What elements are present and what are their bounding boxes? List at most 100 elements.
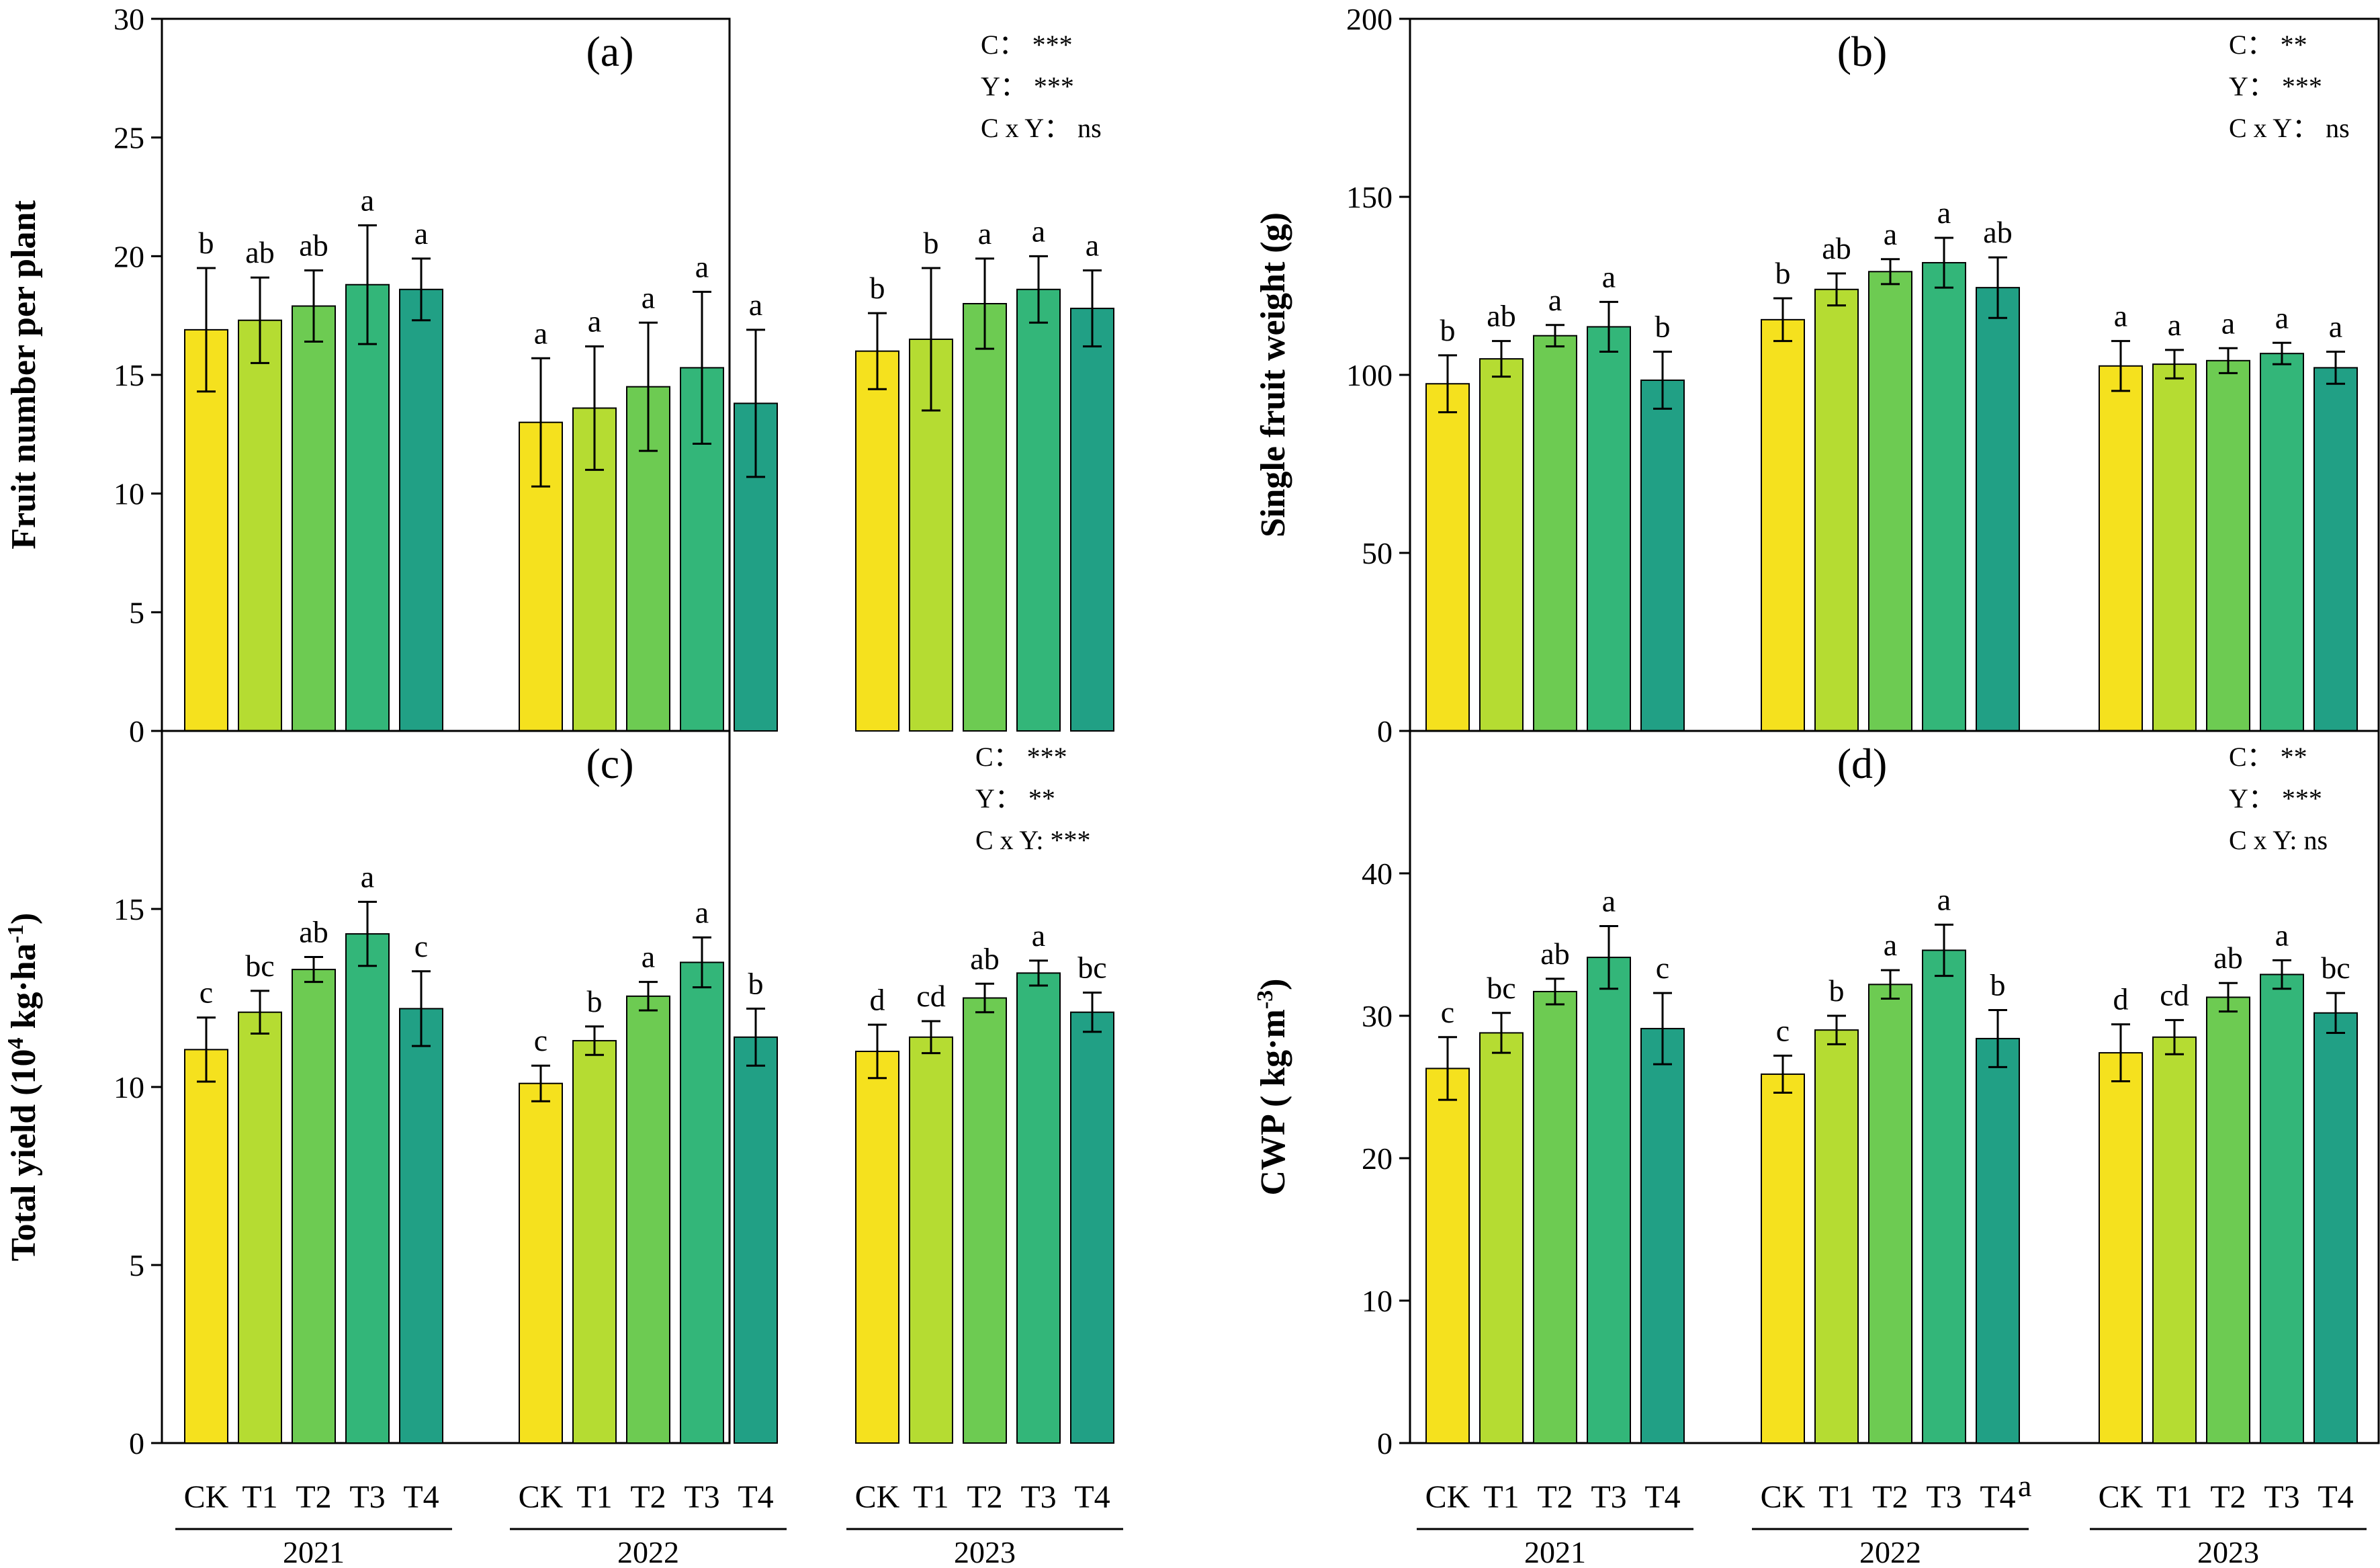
panel-a-sig-letter: a	[695, 249, 709, 284]
stray-mark: a	[2018, 1469, 2032, 1503]
panel-c-bar-T4-2023	[1070, 1011, 1114, 1444]
panel-a-bar-T2-2023	[963, 303, 1007, 732]
panel-c-treatment-label: T1	[242, 1479, 277, 1515]
panel-a-sig-letter: ab	[245, 235, 274, 269]
panel-d-sig-letter: a	[1937, 882, 1951, 916]
panel-b-sig-letter: a	[2168, 308, 2181, 342]
panel-d-bar-T4-2021	[1640, 1028, 1685, 1444]
panel-c-sig-letter: c	[200, 975, 213, 1010]
panel-c-treatment-label: T3	[1020, 1479, 1056, 1515]
panel-c-sig-letter: d	[870, 982, 885, 1016]
panel-d-sig-letter: a	[2275, 918, 2289, 952]
panel-c-bar-T1-2023	[909, 1036, 953, 1444]
panel-c-sig-letter: bc	[1077, 951, 1106, 985]
panel-a-sig-letter: a	[978, 216, 991, 251]
panel-b-sig-letter: a	[2114, 299, 2127, 333]
panel-b-bar-CK-2021	[1425, 383, 1470, 732]
panel-b-bar-T1-2023	[2152, 363, 2197, 732]
panel-d-sig-letter: a	[1884, 928, 1897, 962]
panel-c-treatment-label: T1	[913, 1479, 949, 1515]
panel-a-sig-letter: ab	[299, 228, 328, 263]
panel-b-sig-letter: a	[2329, 310, 2342, 344]
panel-b-bar-T3-2021	[1587, 326, 1631, 732]
panel-c-treatment-label: CK	[855, 1479, 900, 1515]
panel-d-year-label: 2022	[1859, 1535, 1921, 1568]
panel-d-bar-T3-2023	[2260, 973, 2304, 1444]
panel-c-treatment-label: T2	[967, 1479, 1002, 1515]
panel-a-stats-line: C x Y： ns	[981, 113, 1102, 143]
panel-c-bar-T3-2022	[680, 961, 724, 1444]
panel-b-ytick-label: 200	[1346, 2, 1393, 36]
panel-d-ylabel: CWP ( kg·m-3)	[1253, 979, 1293, 1196]
panel-a-sig-letter: a	[588, 304, 601, 339]
panel-c-sig-letter: b	[587, 984, 603, 1018]
panel-b-bar-CK-2023	[2099, 365, 2143, 732]
panel-d-ytick-label: 0	[1377, 1426, 1393, 1461]
panel-b-bar-T4-2022	[1976, 287, 2020, 732]
panel-c-sig-letter: cd	[916, 979, 945, 1013]
panel-d-stats-line: C： **	[2229, 742, 2307, 772]
panel-c-treatment-label: T3	[684, 1479, 719, 1515]
panel-b-sig-letter: b	[1655, 310, 1671, 344]
panel-b-sig-letter: ab	[1822, 231, 1851, 265]
panel-d-bar-T1-2023	[2152, 1036, 2197, 1444]
panel-d-sig-letter: c	[1441, 995, 1454, 1029]
panel-c-treatment-label: CK	[184, 1479, 229, 1515]
panel-a-bar-T4-2021	[399, 288, 443, 732]
panel-d-treatment-label: T3	[1591, 1479, 1626, 1515]
panel-c-treatment-label: T4	[738, 1479, 773, 1515]
panel-a-bar-T2-2021	[292, 305, 336, 732]
panel-c-sig-letter: a	[695, 895, 709, 929]
panel-d-bar-T2-2023	[2206, 996, 2250, 1444]
panel-b-bar-T2-2021	[1533, 335, 1577, 732]
panel-c-ytick-label: 10	[114, 1070, 144, 1104]
panel-c-ylabel: Total yield (104 kg·ha-1)	[3, 913, 44, 1262]
panel-d-sig-letter: c	[1656, 951, 1669, 985]
panel-a-sig-letter: b	[870, 271, 885, 305]
panel-c-sig-letter: c	[534, 1023, 547, 1057]
panel-b-bar-T1-2021	[1479, 358, 1524, 732]
panel-a-sig-letter: a	[1086, 228, 1099, 263]
panel-d-stats-line: C x Y: ns	[2229, 825, 2328, 855]
panel-a-bar-T3-2021	[345, 284, 390, 732]
panel-b-bar-T4-2021	[1640, 379, 1685, 732]
panel-c-sig-letter: a	[1032, 918, 1045, 953]
panel-a-sig-letter: a	[361, 183, 374, 217]
panel-b-sig-letter: a	[2221, 306, 2235, 340]
panel-b-ytick-label: 150	[1346, 180, 1393, 214]
panel-c-sig-letter: a	[642, 940, 655, 974]
panel-a-ytick-label: 0	[129, 714, 144, 748]
panel-c-label: (c)	[586, 740, 633, 787]
panel-c-bar-T3-2021	[345, 933, 390, 1444]
panel-c-sig-letter: c	[414, 929, 428, 963]
panel-c-bar-CK-2022	[519, 1082, 563, 1444]
panel-a-bar-T4-2023	[1070, 308, 1114, 732]
panel-c-treatment-label: T2	[296, 1479, 331, 1515]
panel-d-sig-letter: cd	[2160, 977, 2189, 1012]
panel-b-bar-T1-2022	[1814, 288, 1859, 732]
panel-c-bar-T4-2021	[399, 1008, 443, 1444]
panel-c-bar-T2-2022	[626, 995, 670, 1444]
panel-b-bar-T3-2023	[2260, 353, 2304, 732]
panel-a-ytick-label: 30	[114, 2, 144, 36]
panel-c-sig-letter: ab	[970, 941, 999, 975]
panel-d-bar-CK-2023	[2099, 1052, 2143, 1444]
panel-d-bar-T1-2022	[1814, 1029, 1859, 1444]
panel-d-treatment-label: T3	[2264, 1479, 2299, 1515]
panel-d-treatment-label: T1	[1483, 1479, 1519, 1515]
panel-a-ytick-label: 15	[114, 358, 144, 392]
panel-c-year-label: 2023	[954, 1535, 1016, 1568]
panel-d-bar-T3-2022	[1922, 949, 1966, 1444]
panel-c-bar-T4-2022	[734, 1036, 778, 1444]
panel-d-bar-T1-2021	[1479, 1032, 1524, 1444]
panel-a-sig-letter: a	[642, 280, 655, 314]
panel-c-treatment-label: T1	[576, 1479, 612, 1515]
panel-b-ytick-label: 0	[1377, 714, 1393, 748]
panel-d-bar-T3-2021	[1587, 957, 1631, 1444]
panel-d-treatment-label: T1	[1818, 1479, 1854, 1515]
panel-a-stats-line: C： ***	[981, 30, 1073, 60]
panel-a-bar-T3-2023	[1016, 288, 1061, 732]
panel-b-sig-letter: a	[1548, 283, 1562, 317]
panel-d-ytick-label: 30	[1362, 999, 1393, 1033]
